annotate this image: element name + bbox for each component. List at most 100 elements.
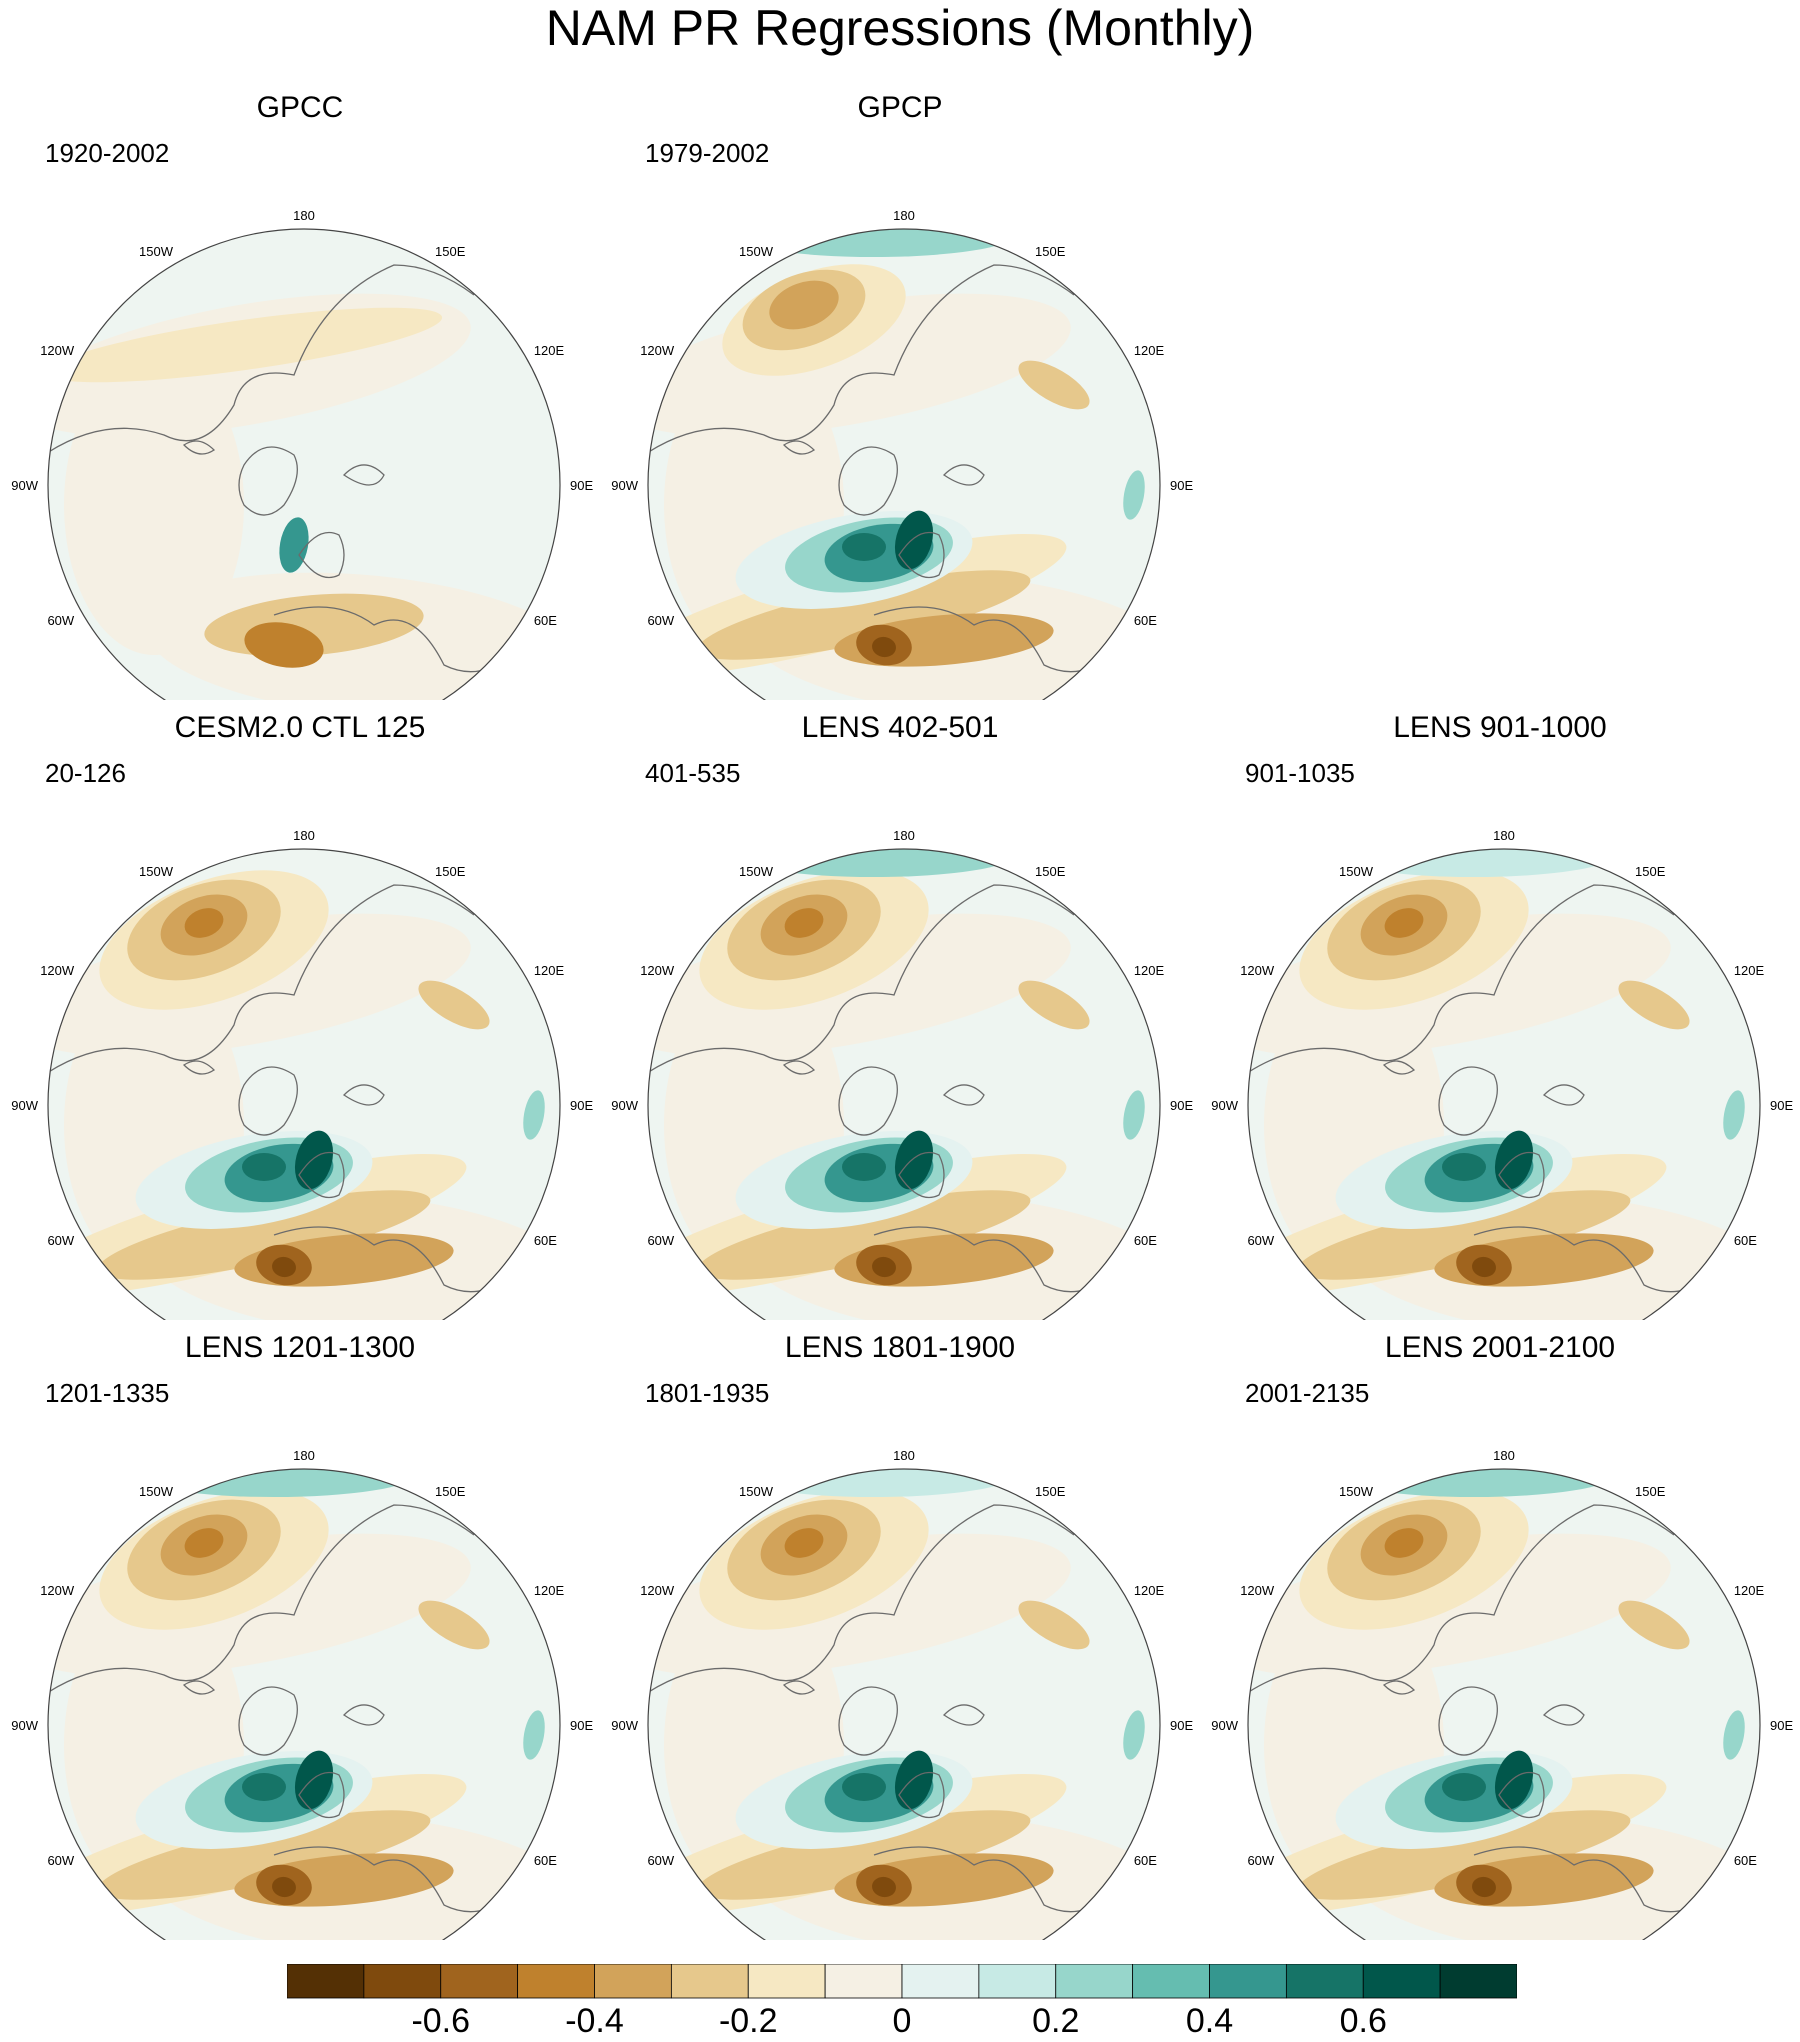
longitude-label: 150W [139,1484,174,1499]
colorbar-swatch [594,1963,672,1999]
field-pacific-wet [734,1469,1014,1497]
field-pacific-dry [769,280,839,330]
map-panel-lens-1801-1900: 180150E120E90E60E30E030W60W90W120W150WLE… [600,1320,1200,1940]
coastline [342,1084,385,1106]
field-iberia-dry-core [272,1876,296,1898]
colorbar-tick-label: -0.2 [718,2002,778,2040]
longitude-label: 90E [570,1098,593,1113]
longitude-label: 60E [1134,1853,1157,1868]
polar-map: 180150E120E90E60E30E030W60W90W120W150W [11,828,593,1320]
colorbar-swatch [363,1963,442,1999]
coastline [1542,1084,1585,1106]
panel-title: GPCP [857,91,943,124]
colorbar-swatch [1439,1963,1518,1999]
longitude-label: 60W [47,1853,74,1868]
coastline [782,1680,816,1695]
longitude-label: 180 [293,828,315,843]
field-pacific-dry-core [784,908,824,938]
figure-title: NAM PR Regressions (Monthly) [545,0,1255,56]
field-scandinavia-wet [894,1750,934,1810]
longitude-label: 120W [1240,1583,1275,1598]
longitude-label: 60W [47,613,74,628]
colorbar-swatch [978,1963,1057,1999]
panel-period: 1920-2002 [45,138,170,168]
map-panel-lens-402-501: 180150E120E90E60E30E030W60W90W120W150WLE… [600,700,1200,1320]
field-scandinavia-wet [1494,1130,1534,1190]
longitude-label: 60W [1247,1853,1274,1868]
coastline [48,884,475,1076]
field-scandinavia-wet [294,1750,334,1810]
colorbar-tick-label: -0.4 [565,2002,624,2040]
longitude-label: 150W [739,1484,774,1499]
polar-map: 180150E120E90E60E30E030W60W90W120W150W [11,1448,593,1940]
field-scandinavia-wet [294,1130,334,1190]
coastline [342,464,385,486]
field-asia-dry [1018,360,1090,410]
coastline [898,531,945,579]
longitude-label: 120E [1734,963,1765,978]
colorbar-swatch [1055,1963,1134,1999]
field-iberia-dry-core [1472,1256,1496,1278]
coastline [942,1704,985,1726]
colorbar-swatch [286,1963,365,1999]
coastline [942,1084,985,1106]
field-asia-dry [1618,980,1690,1030]
longitude-label: 90E [1770,1718,1793,1733]
field-pacific-dry-core [184,908,224,938]
longitude-label: 150W [1339,864,1374,879]
longitude-label: 90W [611,1718,638,1733]
coastline [838,1686,898,1756]
field-iberia-dry-core [272,1256,296,1278]
longitude-label: 120E [1134,963,1165,978]
coastline [898,1771,945,1819]
precip-field [48,849,560,1320]
panel-title: GPCC [256,91,344,124]
panel-title: LENS 402-501 [801,711,999,744]
longitude-label: 60E [1734,1853,1757,1868]
coastline [342,1704,385,1726]
map-panel-lens-901-1000: 180150E120E90E60E30E030W60W90W120W150WLE… [1200,700,1800,1320]
field-pacific-band [48,307,443,383]
colorbar-swatch [517,1963,595,1999]
coastline [1438,1686,1498,1756]
longitude-label: 90E [1770,1098,1793,1113]
coastline [782,1060,816,1075]
longitude-label: 180 [1493,828,1515,843]
longitude-label: 120W [640,1583,675,1598]
colorbar-tick-label: 0.4 [1185,2002,1234,2040]
longitude-label: 90W [611,478,638,493]
map-panel-gpcp: 180150E120E90E60E30E030W60W90W120W150WGP… [600,80,1200,700]
map-boundary [47,228,561,700]
longitude-label: 150E [1035,1484,1066,1499]
precip-field [48,229,560,700]
longitude-label: 60W [47,1233,74,1248]
longitude-label: 120E [1734,1583,1765,1598]
longitude-label: 120W [640,343,675,358]
polar-map: 180150E120E90E60E30E030W60W90W120W150W [1211,1448,1793,1940]
panel-period: 1979-2002 [645,138,770,168]
panel-period: 401-535 [645,758,741,788]
map-boundary [647,1468,1161,1940]
field-iceland-wet [1442,1773,1486,1801]
field-europe-dry [244,622,324,668]
coastline [182,1060,216,1075]
field-atlantic-dry [97,1810,431,1900]
colorbar-swatch [440,1963,519,1999]
field-iceland-wet [242,1773,286,1801]
map-panel-cesm2-ctl: 180150E120E90E60E30E030W60W90W120W150WCE… [0,700,600,1320]
colorbar-swatch [747,1963,826,1999]
field-asia-dry [418,980,490,1030]
field-asia-wet [523,1090,545,1140]
coastline [48,1504,475,1696]
coastline [238,446,298,516]
longitude-label: 60E [1134,1233,1157,1248]
map-boundary [647,228,1161,700]
precip-field [1248,849,1760,1320]
map-boundary [647,848,1161,1320]
precip-field [648,849,1160,1320]
colorbar-tick-labels: -0.6 -0.4 -0.2 0 0.2 0.4 0.6 [287,2002,1517,2042]
field-pacific-wet [1334,1469,1614,1497]
colorbar-tick-label: -0.6 [411,2002,471,2040]
field-asia-dry [1618,1600,1690,1650]
longitude-label: 180 [893,828,915,843]
